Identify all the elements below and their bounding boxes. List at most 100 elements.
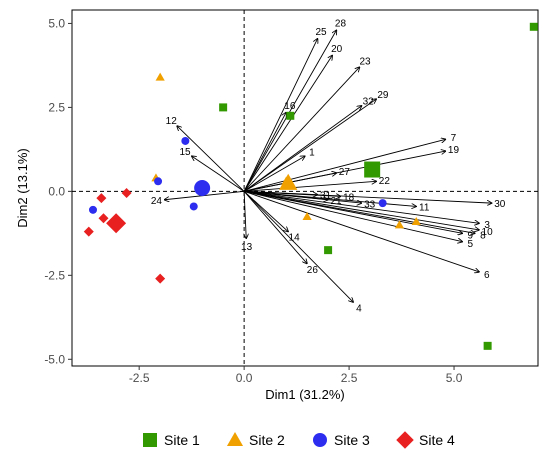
x-tick-label: 2.5 bbox=[341, 371, 358, 385]
variable-arrow-32 bbox=[243, 106, 362, 192]
site-4-point bbox=[83, 226, 94, 237]
variable-label-29: 29 bbox=[377, 90, 389, 101]
variable-label-20: 20 bbox=[331, 44, 343, 55]
variable-label-32: 32 bbox=[363, 97, 375, 108]
x-tick-label: 0.0 bbox=[236, 371, 253, 385]
y-tick-label: 2.5 bbox=[48, 100, 65, 114]
variable-label-3: 3 bbox=[484, 220, 490, 231]
variable-arrow-5 bbox=[244, 190, 462, 241]
legend-marker-site-3 bbox=[313, 433, 327, 447]
site-4-point bbox=[96, 193, 107, 204]
variable-arrow-9 bbox=[244, 190, 462, 233]
site-2-point bbox=[302, 211, 312, 220]
variable-arrow-14 bbox=[243, 191, 288, 231]
site-1-point bbox=[529, 22, 538, 31]
variable-label-8: 8 bbox=[480, 230, 486, 241]
variable-label-23: 23 bbox=[359, 57, 371, 68]
variable-arrow-22 bbox=[244, 181, 376, 192]
variable-label-28: 28 bbox=[335, 19, 347, 30]
site-1-point bbox=[286, 111, 295, 120]
variable-label-30: 30 bbox=[494, 199, 506, 210]
variable-label-5: 5 bbox=[467, 239, 473, 250]
variable-arrow-31 bbox=[244, 190, 317, 194]
variable-arrow-13 bbox=[244, 191, 246, 238]
variable-label-22: 22 bbox=[379, 176, 391, 187]
variable-label-31: 31 bbox=[320, 191, 332, 202]
site-1-point bbox=[219, 103, 228, 112]
variable-label-26: 26 bbox=[307, 265, 319, 276]
legend-marker-site-1 bbox=[143, 433, 157, 447]
variable-arrow-28 bbox=[243, 30, 336, 192]
variable-arrow-16 bbox=[243, 112, 286, 192]
legend-label-site-4: Site 4 bbox=[419, 432, 455, 448]
variable-label-14: 14 bbox=[289, 233, 301, 244]
x-tick-label: -2.5 bbox=[129, 371, 150, 385]
variable-label-33: 33 bbox=[364, 199, 376, 210]
variable-label-10: 10 bbox=[482, 227, 494, 238]
variable-arrow-25 bbox=[243, 39, 317, 192]
variable-arrow-7 bbox=[244, 139, 446, 192]
site-1-centroid bbox=[364, 161, 381, 178]
site-3-point bbox=[181, 136, 190, 145]
y-tick-label: -2.5 bbox=[44, 268, 65, 282]
variable-label-9: 9 bbox=[468, 230, 474, 241]
legend-marker-site-4 bbox=[396, 431, 414, 449]
variable-label-12: 12 bbox=[166, 116, 178, 127]
site-4-point bbox=[121, 188, 132, 199]
site-3-point bbox=[154, 177, 163, 186]
variable-arrow-10 bbox=[244, 190, 479, 230]
x-axis-title: Dim1 (31.2%) bbox=[265, 387, 344, 402]
variable-label-11: 11 bbox=[419, 203, 430, 214]
variable-arrow-20 bbox=[243, 55, 332, 192]
legend-label-site-3: Site 3 bbox=[334, 432, 370, 448]
y-tick-label: -5.0 bbox=[44, 352, 65, 366]
legend-label-site-1: Site 1 bbox=[164, 432, 200, 448]
site-3-point bbox=[378, 199, 387, 208]
site-1-point bbox=[483, 341, 492, 350]
variable-label-24: 24 bbox=[151, 196, 163, 207]
variable-arrow-15 bbox=[192, 156, 245, 192]
variable-label-7: 7 bbox=[451, 133, 457, 144]
site-3-centroid bbox=[194, 180, 211, 196]
variable-label-27: 27 bbox=[339, 167, 351, 178]
y-tick-label: 0.0 bbox=[48, 184, 65, 198]
site-1-point bbox=[324, 246, 333, 255]
variable-arrow-26 bbox=[243, 191, 307, 263]
site-2-point bbox=[411, 216, 421, 226]
group-centroids bbox=[106, 161, 381, 234]
site-2-centroid bbox=[279, 173, 298, 190]
variable-label-16: 16 bbox=[284, 101, 296, 112]
site-2-point bbox=[155, 72, 165, 81]
variable-label-15: 15 bbox=[179, 147, 191, 158]
variable-label-13: 13 bbox=[241, 242, 253, 253]
variable-arrow-4 bbox=[243, 191, 353, 302]
plot-panel bbox=[71, 9, 539, 367]
site-4-point bbox=[98, 213, 109, 224]
variable-label-18: 18 bbox=[343, 192, 355, 203]
y-axis-title: Dim2 (13.1%) bbox=[15, 148, 30, 227]
variable-arrow-29 bbox=[243, 99, 376, 192]
axis-ticks: -2.5 0.0 2.5 5.0 -5.0 -2.5 0.0 2.5 5.0 bbox=[44, 16, 462, 385]
site-3-point bbox=[88, 205, 97, 214]
variable-arrow-3 bbox=[244, 190, 479, 223]
variable-arrow-1 bbox=[243, 156, 305, 192]
variable-label-4: 4 bbox=[356, 303, 362, 314]
variable-arrow-23 bbox=[243, 67, 359, 192]
zero-reference-lines bbox=[72, 10, 538, 366]
variable-arrow-12 bbox=[177, 126, 245, 192]
site-3-point bbox=[189, 202, 198, 211]
legend: Site 1 Site 2 Site 3 Site 4 bbox=[143, 431, 455, 449]
variable-arrow-6 bbox=[243, 190, 479, 272]
variable-label-1: 1 bbox=[309, 148, 315, 159]
site-4-point bbox=[155, 273, 166, 284]
legend-marker-site-2 bbox=[226, 431, 244, 447]
legend-label-site-2: Site 2 bbox=[249, 432, 285, 448]
variable-label-19: 19 bbox=[448, 145, 460, 156]
y-tick-label: 5.0 bbox=[48, 16, 65, 30]
site-2-point bbox=[394, 220, 405, 229]
x-tick-label: 5.0 bbox=[446, 371, 463, 385]
variable-arrow-33 bbox=[244, 190, 362, 203]
site-4-centroid bbox=[106, 213, 127, 234]
